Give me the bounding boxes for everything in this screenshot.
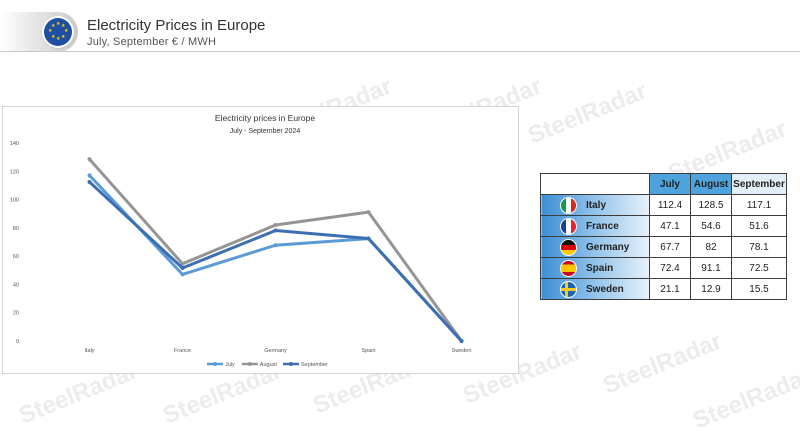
row-country-cell: Italy	[540, 194, 650, 216]
legend-label: September	[301, 362, 328, 368]
data-point	[87, 180, 92, 185]
y-tick-label: 40	[13, 282, 19, 288]
table-cell: 47.1	[649, 215, 691, 237]
italy-flag-icon	[561, 197, 576, 213]
table-cell: 91.1	[690, 257, 732, 279]
table-cell: 12.9	[690, 278, 732, 300]
chart-canvas: Electricity prices in Europe July - Sept…	[10, 113, 472, 368]
x-axis: Italy France Germany Spain Sweden	[84, 348, 471, 354]
row-country-cell: France	[540, 215, 650, 237]
legend-label: July	[225, 362, 235, 368]
row-country-label: Germany	[586, 241, 630, 253]
y-axis: 0 20 40 60 80 100 120 140	[10, 141, 19, 345]
spain-flag-icon	[561, 260, 576, 276]
table-cell: 72.5	[731, 257, 787, 279]
row-country-cell: Germany	[540, 236, 650, 258]
data-point	[273, 228, 278, 233]
table-cell: 117.1	[731, 194, 787, 216]
table-row: Sweden 21.1 12.9 15.5	[540, 278, 787, 300]
germany-flag-icon	[561, 239, 576, 255]
table-row: Spain 72.4 91.1 72.5	[540, 257, 787, 279]
row-country-label: Spain	[586, 262, 614, 274]
table-header-row: July August September	[540, 173, 787, 195]
table-cell: 72.4	[649, 257, 691, 279]
series-line-july	[88, 173, 463, 343]
table-cell: 51.6	[731, 215, 787, 237]
header-divider	[0, 51, 800, 52]
data-point	[273, 243, 278, 248]
table-cell: 128.5	[690, 194, 732, 216]
france-flag-icon	[561, 218, 576, 234]
series-group	[87, 157, 464, 343]
chart-title: Electricity prices in Europe	[215, 113, 315, 123]
data-point	[180, 266, 185, 271]
chart-legend: July August September	[207, 362, 328, 368]
table-corner-cell	[540, 173, 650, 195]
row-country-cell: Spain	[540, 257, 650, 279]
eu-flag-icon: ★ ★ ★ ★ ★ ★ ★ ★	[44, 18, 72, 46]
x-tick-label: Italy	[84, 348, 94, 354]
table-cell: 54.6	[690, 215, 732, 237]
row-country-label: France	[586, 220, 619, 232]
table-cell: 82	[690, 236, 732, 258]
data-point	[366, 210, 371, 215]
table-row: Germany 67.7 82 78.1	[540, 236, 787, 258]
column-header-september: September	[731, 173, 787, 195]
data-point	[459, 339, 464, 343]
series-line-august	[88, 157, 463, 343]
row-country-label: Sweden	[586, 283, 624, 295]
table-cell: 67.7	[649, 236, 691, 258]
column-header-august: August	[690, 173, 732, 195]
page-header: ★ ★ ★ ★ ★ ★ ★ ★ Electricity Prices in Eu…	[0, 0, 800, 52]
watermark: SteelRadar	[689, 362, 800, 435]
table-cell: 112.4	[649, 194, 691, 216]
data-point	[180, 261, 185, 266]
watermark: SteelRadar	[599, 327, 726, 400]
row-country-cell: Sweden	[540, 278, 650, 300]
y-tick-label: 80	[13, 226, 19, 232]
x-tick-label: Germany	[264, 348, 287, 354]
line-chart: Electricity prices in Europe July - Sept…	[2, 106, 519, 374]
y-tick-label: 20	[13, 311, 19, 317]
table-cell: 21.1	[649, 278, 691, 300]
x-tick-label: Sweden	[452, 348, 472, 354]
row-country-label: Italy	[586, 199, 607, 211]
legend-marker	[213, 362, 217, 366]
table-cell: 15.5	[731, 278, 787, 300]
y-tick-label: 120	[10, 169, 19, 175]
data-point	[366, 236, 371, 241]
y-tick-label: 100	[10, 198, 19, 204]
page-title: Electricity Prices in Europe	[87, 17, 266, 34]
data-point	[273, 223, 278, 228]
legend-marker	[289, 362, 293, 366]
y-tick-label: 140	[10, 141, 19, 147]
y-tick-label: 0	[16, 339, 19, 345]
data-point	[87, 173, 92, 178]
x-tick-label: Spain	[361, 348, 375, 354]
y-tick-label: 60	[13, 254, 19, 260]
chart-subtitle: July - September 2024	[230, 128, 301, 135]
x-tick-label: France	[174, 348, 191, 354]
page-subtitle: July, September € / MWH	[87, 36, 217, 48]
table-row: Italy 112.4 128.5 117.1	[540, 194, 787, 216]
sweden-flag-icon	[561, 281, 576, 297]
table-cell: 78.1	[731, 236, 787, 258]
watermark: SteelRadar	[524, 77, 651, 150]
data-point	[180, 272, 185, 277]
legend-label: August	[260, 362, 278, 368]
data-point	[87, 157, 92, 162]
price-table: July August September Italy 112.4 128.5 …	[540, 173, 787, 300]
column-header-july: July	[649, 173, 691, 195]
legend-marker	[247, 362, 252, 366]
table-row: France 47.1 54.6 51.6	[540, 215, 787, 237]
